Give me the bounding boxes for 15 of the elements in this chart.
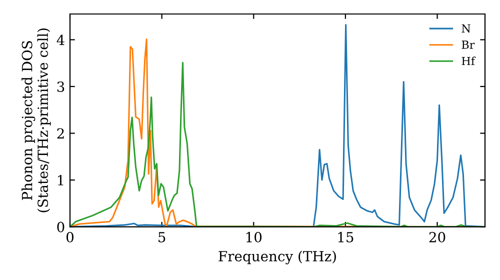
legend-label: Hf <box>462 56 476 66</box>
y-tick-label: 1 <box>58 175 64 186</box>
legend-label: Br <box>462 40 475 49</box>
x-tick-label: 10 <box>246 232 262 242</box>
y-tick-label: 4 <box>56 34 64 45</box>
x-tick-label: 0 <box>66 232 74 242</box>
x-tick-label: 5 <box>158 232 166 242</box>
y-tick-label: 3 <box>57 81 64 92</box>
x-tick-label: 20 <box>429 232 446 242</box>
x-tick-label: 15 <box>338 232 354 242</box>
x-axis-title: Frequency (THz) <box>218 250 336 264</box>
y-tick-label: 2 <box>57 128 64 139</box>
y-axis-title: Phonon projected DOS (States/THz·primitive cell) <box>22 28 51 212</box>
y-tick-label: 0 <box>57 222 64 232</box>
legend-label: N <box>462 24 470 33</box>
